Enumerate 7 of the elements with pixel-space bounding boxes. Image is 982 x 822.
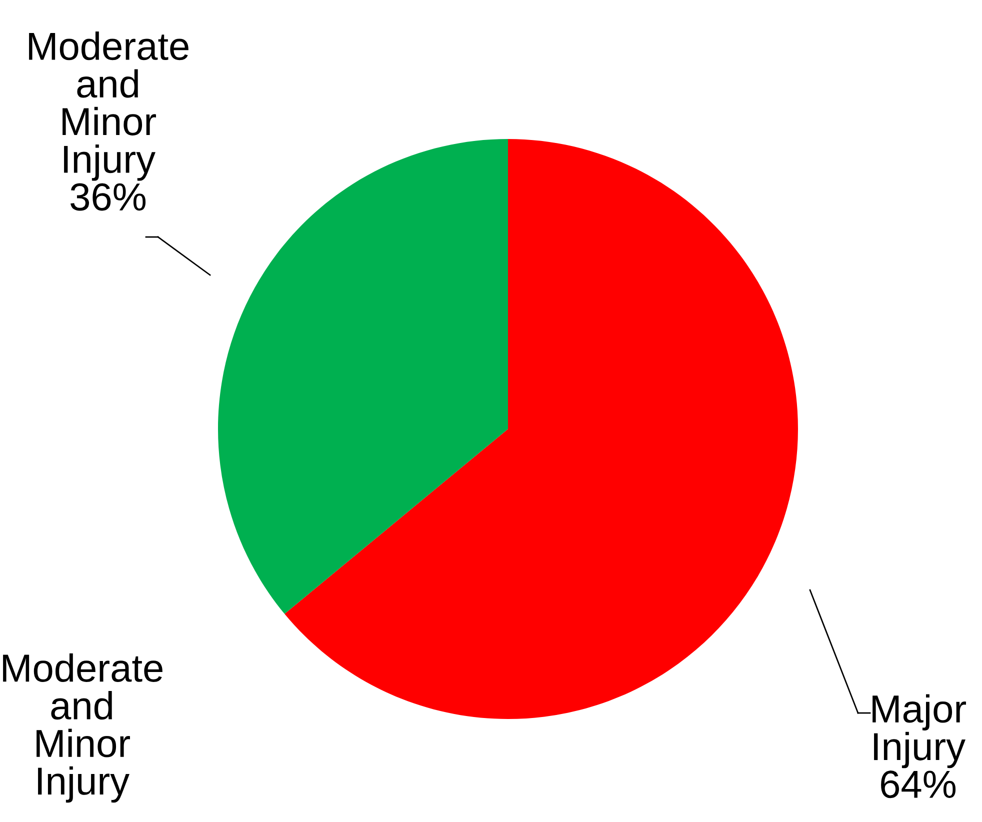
text: Moderate and Minor Injury — [3, 653, 162, 803]
pie-slice — [284, 139, 798, 719]
data-label: 36% — [70, 183, 146, 211]
pie-slice — [218, 139, 508, 614]
data-label: 64% — [881, 770, 956, 798]
slice-label: Major Injury — [872, 694, 966, 768]
slice-label: Moderate and Minor Injury — [29, 32, 188, 181]
